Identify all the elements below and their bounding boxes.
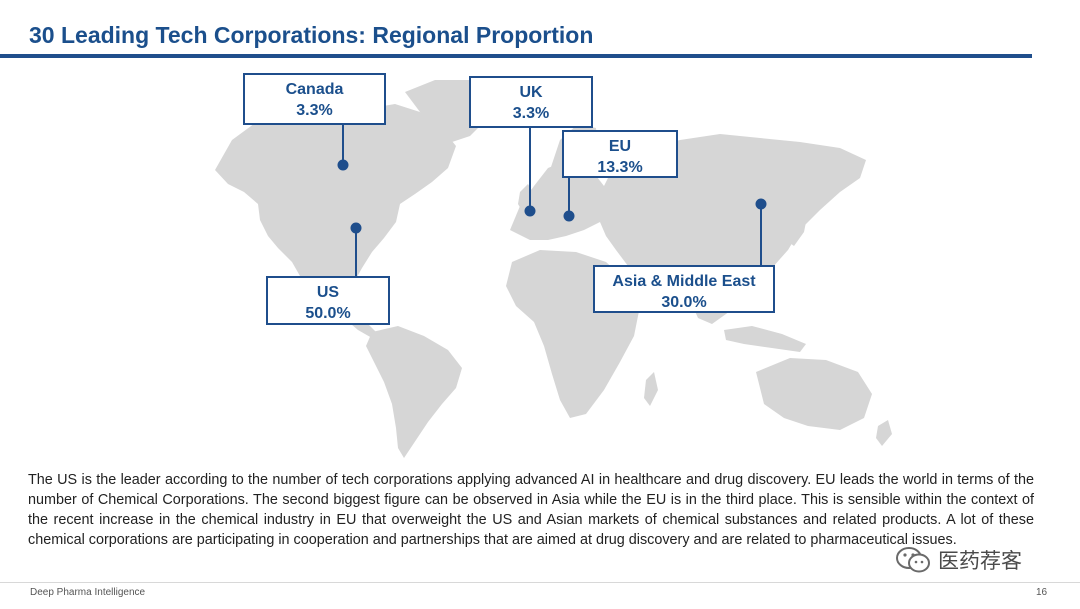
madagascar-landmass (644, 372, 658, 406)
world-map (215, 80, 892, 458)
region-name: UK (519, 84, 543, 101)
marker-asia (755, 198, 767, 210)
region-percent: 13.3% (597, 159, 643, 176)
japan-landmass (786, 204, 808, 246)
australia-landmass (756, 358, 872, 430)
region-label-eu: EU 13.3% (562, 130, 678, 178)
region-percent: 3.3% (296, 102, 333, 119)
watermark-text: 医药荐客 (938, 549, 1022, 573)
footer-divider (0, 582, 1080, 583)
wechat-icon (896, 547, 930, 573)
marker-us (350, 222, 362, 234)
marker-eu (563, 210, 575, 222)
region-name: Asia & Middle East (612, 273, 756, 290)
europe-landmass (510, 160, 608, 240)
region-label-us: US 50.0% (266, 276, 390, 325)
watermark: 医药荐客 (894, 545, 1022, 575)
marker-canada (337, 159, 349, 171)
region-name: US (316, 284, 340, 301)
region-percent: 30.0% (661, 294, 707, 311)
region-name: Canada (285, 81, 344, 98)
region-name: EU (608, 138, 632, 155)
region-label-canada: Canada 3.3% (243, 73, 386, 125)
new-zealand-landmass (876, 420, 892, 446)
description-paragraph: The US is the leader according to the nu… (28, 472, 1034, 548)
continents (215, 80, 892, 458)
region-label-asia-middle-east: Asia & Middle East 30.0% (593, 265, 775, 313)
region-label-uk: UK 3.3% (469, 76, 593, 128)
south-america-landmass (366, 326, 462, 458)
footer-brand: Deep Pharma Intelligence (30, 587, 146, 598)
north-america-landmass (215, 104, 456, 300)
region-percent: 50.0% (305, 305, 351, 322)
page-number: 16 (1036, 587, 1048, 598)
slide-title: 30 Leading Tech Corporations: Regional P… (29, 22, 594, 48)
connectors (337, 124, 767, 276)
southeast-asia-islands (724, 326, 806, 352)
marker-uk (524, 205, 536, 217)
region-percent: 3.3% (512, 105, 550, 122)
title-divider (0, 54, 1032, 58)
